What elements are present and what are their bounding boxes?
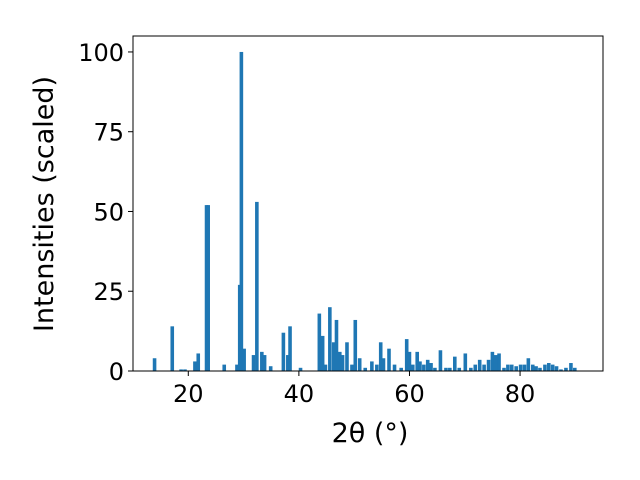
bar (415, 351, 419, 371)
bar (448, 367, 452, 371)
bar (206, 205, 210, 371)
bar (392, 364, 397, 371)
bar (242, 348, 246, 371)
bar (497, 353, 501, 371)
bar (522, 364, 527, 371)
bar (509, 364, 514, 371)
bar (543, 364, 547, 371)
bar (399, 367, 403, 371)
bar (547, 363, 551, 371)
bar (463, 353, 468, 371)
bar (387, 348, 391, 371)
bar (323, 364, 328, 371)
bar (530, 364, 535, 371)
bar (183, 369, 187, 371)
y-axis-label: Intensities (scaled) (29, 76, 60, 332)
bar (526, 358, 531, 371)
bar (235, 364, 239, 371)
bar (268, 366, 273, 371)
y-tick-label: 50 (93, 198, 124, 226)
bar (328, 307, 332, 371)
bar (482, 364, 486, 371)
x-axis-ticks: 20 40 60 80 (173, 371, 535, 408)
bar (418, 361, 422, 371)
bar (170, 326, 175, 371)
bar (457, 367, 462, 371)
bar (338, 351, 342, 371)
bar (353, 319, 358, 371)
x-tick-label: 60 (394, 380, 425, 408)
bar (444, 367, 448, 371)
bar (357, 358, 362, 371)
bar (196, 353, 201, 371)
bar (260, 351, 264, 371)
bar (288, 326, 292, 371)
bar (502, 367, 506, 371)
bar (281, 332, 286, 371)
bar (410, 364, 415, 371)
bar (251, 355, 256, 371)
y-tick-label: 0 (109, 358, 124, 386)
bar (286, 355, 290, 371)
bar (425, 359, 430, 371)
bar (429, 363, 433, 371)
plot-frame (132, 35, 604, 372)
bar (453, 356, 457, 371)
bar (193, 361, 197, 371)
y-tick-label: 25 (93, 278, 124, 306)
bar (334, 319, 339, 371)
bar (255, 201, 259, 371)
bar (404, 339, 409, 371)
bar (152, 358, 157, 371)
x-axis-label: 2θ (°) (332, 418, 409, 449)
bar (298, 367, 303, 371)
bar (473, 364, 478, 371)
bar (477, 359, 482, 371)
bar (179, 369, 183, 371)
bar (407, 351, 412, 371)
bar (550, 364, 555, 371)
bar (381, 358, 386, 371)
bar (375, 364, 379, 371)
bar (370, 361, 374, 371)
bar (559, 369, 563, 371)
bar (506, 364, 510, 371)
y-tick-label: 100 (78, 39, 124, 67)
bar (564, 367, 568, 371)
bar (493, 355, 498, 371)
bar (317, 313, 322, 371)
bar (569, 363, 573, 371)
bar (363, 367, 368, 371)
bar (340, 355, 345, 371)
bar (518, 364, 523, 371)
bar (262, 355, 267, 371)
bar (534, 366, 538, 371)
bar (573, 367, 577, 371)
bar (331, 342, 336, 371)
bar (514, 366, 518, 371)
bar (350, 364, 354, 371)
bar (222, 364, 227, 371)
bar (422, 364, 426, 371)
bar (239, 51, 244, 371)
y-axis-ticks: 0 25 50 75 100 (78, 39, 133, 386)
bar (469, 367, 473, 371)
x-tick-label: 40 (284, 380, 315, 408)
bar (486, 359, 491, 371)
bar (320, 335, 325, 371)
y-tick-label: 75 (93, 119, 124, 147)
bar (438, 350, 443, 371)
bar (378, 342, 383, 371)
x-tick-label: 20 (173, 380, 204, 408)
bar (433, 367, 437, 371)
x-tick-label: 80 (505, 380, 536, 408)
bar (554, 366, 559, 371)
bar (345, 342, 349, 371)
bar (490, 351, 495, 371)
bar (538, 367, 542, 371)
bar-group (152, 51, 577, 371)
